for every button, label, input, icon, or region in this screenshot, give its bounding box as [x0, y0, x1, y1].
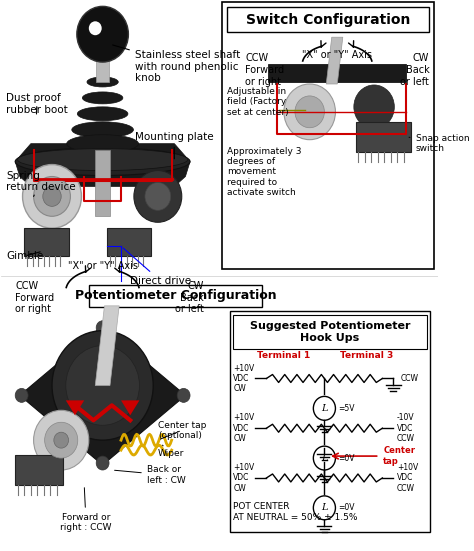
Text: Potentiometer Configuration: Potentiometer Configuration: [74, 289, 276, 302]
Text: Snap action
switch: Snap action switch: [409, 134, 469, 153]
Text: Dust proof
rubber boot: Dust proof rubber boot: [6, 93, 68, 115]
Bar: [233, 315, 427, 349]
Text: =0V: =0V: [338, 503, 355, 512]
Polygon shape: [95, 306, 119, 386]
Bar: [227, 7, 429, 32]
Circle shape: [134, 170, 182, 222]
Circle shape: [34, 176, 71, 217]
Text: CW
Back
or left: CW Back or left: [175, 281, 204, 314]
Polygon shape: [96, 44, 109, 82]
Text: Spring
return device: Spring return device: [6, 171, 76, 196]
Circle shape: [52, 331, 153, 440]
Ellipse shape: [72, 122, 134, 138]
Circle shape: [313, 396, 336, 420]
Circle shape: [34, 410, 89, 470]
Text: Approximately 3
degrees of
movement
required to
activate switch: Approximately 3 degrees of movement requ…: [227, 147, 301, 197]
Text: CW
Back
or left: CW Back or left: [401, 53, 429, 87]
Circle shape: [54, 432, 69, 448]
Bar: [268, 64, 406, 82]
Text: +10V
VDC
CW: +10V VDC CW: [233, 463, 255, 493]
Circle shape: [15, 388, 28, 402]
Polygon shape: [66, 401, 84, 415]
Text: +10V
VDC
CW: +10V VDC CW: [233, 364, 255, 393]
Ellipse shape: [18, 149, 188, 170]
Bar: [222, 2, 434, 269]
Text: Adjustable in
field (Factory
set at center): Adjustable in field (Factory set at cent…: [227, 87, 289, 117]
Text: =0V: =0V: [338, 453, 355, 463]
Text: Center tap
(optional): Center tap (optional): [158, 420, 206, 440]
Text: =5V: =5V: [338, 404, 355, 413]
Text: POT CENTER
AT NEUTRAL = 50% ± 1.5%: POT CENTER AT NEUTRAL = 50% ± 1.5%: [233, 503, 358, 522]
Text: +10V
VDC
CW: +10V VDC CW: [233, 413, 255, 443]
Circle shape: [89, 21, 102, 35]
Text: L: L: [321, 503, 328, 512]
Bar: [24, 228, 69, 256]
Text: -10V
VDC
CCW: -10V VDC CCW: [397, 413, 415, 443]
Text: Back or
left : CW: Back or left : CW: [115, 465, 185, 485]
Text: Suggested Potentiometer
Hook Ups: Suggested Potentiometer Hook Ups: [250, 321, 410, 343]
Text: Stainless steel shaft
with round phenolic
knob: Stainless steel shaft with round phenoli…: [113, 45, 240, 83]
Text: Terminal 3: Terminal 3: [340, 351, 393, 360]
Text: L: L: [321, 453, 328, 463]
Text: CCW: CCW: [401, 374, 419, 383]
Text: +10V
VDC
CCW: +10V VDC CCW: [397, 463, 419, 493]
Polygon shape: [15, 144, 190, 186]
Circle shape: [96, 321, 109, 334]
Text: CCW
Forward
or right: CCW Forward or right: [245, 53, 284, 87]
Text: L: L: [321, 404, 328, 413]
Circle shape: [145, 182, 171, 210]
Circle shape: [295, 96, 324, 128]
Circle shape: [177, 388, 190, 402]
Bar: [1, 2, 219, 276]
Circle shape: [354, 85, 394, 129]
Text: Mounting plate: Mounting plate: [135, 132, 213, 159]
Bar: [356, 122, 411, 152]
Polygon shape: [121, 401, 139, 415]
Circle shape: [77, 7, 128, 62]
Text: Forward or
right : CCW: Forward or right : CCW: [60, 488, 112, 532]
Text: Center
tap: Center tap: [383, 446, 415, 466]
Polygon shape: [20, 326, 185, 465]
Ellipse shape: [77, 107, 128, 121]
Text: "X" or "Y" Axis: "X" or "Y" Axis: [68, 261, 137, 271]
Text: Direct drive: Direct drive: [123, 248, 191, 286]
Text: CCW
Forward
or right: CCW Forward or right: [15, 281, 55, 314]
Ellipse shape: [67, 134, 138, 153]
Ellipse shape: [15, 148, 190, 176]
Circle shape: [45, 422, 78, 458]
Circle shape: [23, 165, 82, 228]
Circle shape: [43, 186, 61, 207]
Circle shape: [313, 496, 336, 520]
Text: Switch Configuration: Switch Configuration: [246, 13, 410, 28]
Bar: [229, 311, 430, 532]
Polygon shape: [326, 37, 343, 84]
Text: Wiper: Wiper: [158, 445, 184, 457]
Text: Gimble: Gimble: [6, 251, 43, 261]
Circle shape: [96, 456, 109, 470]
Bar: [89, 285, 262, 307]
Polygon shape: [95, 150, 110, 217]
Circle shape: [66, 345, 139, 425]
Bar: [15, 455, 63, 485]
Bar: [107, 228, 151, 256]
Text: "X" or "Y" Axis: "X" or "Y" Axis: [302, 50, 372, 60]
Circle shape: [284, 84, 336, 140]
Ellipse shape: [82, 92, 123, 104]
Ellipse shape: [87, 77, 118, 87]
Text: Terminal 1: Terminal 1: [257, 351, 310, 360]
Circle shape: [313, 446, 336, 470]
